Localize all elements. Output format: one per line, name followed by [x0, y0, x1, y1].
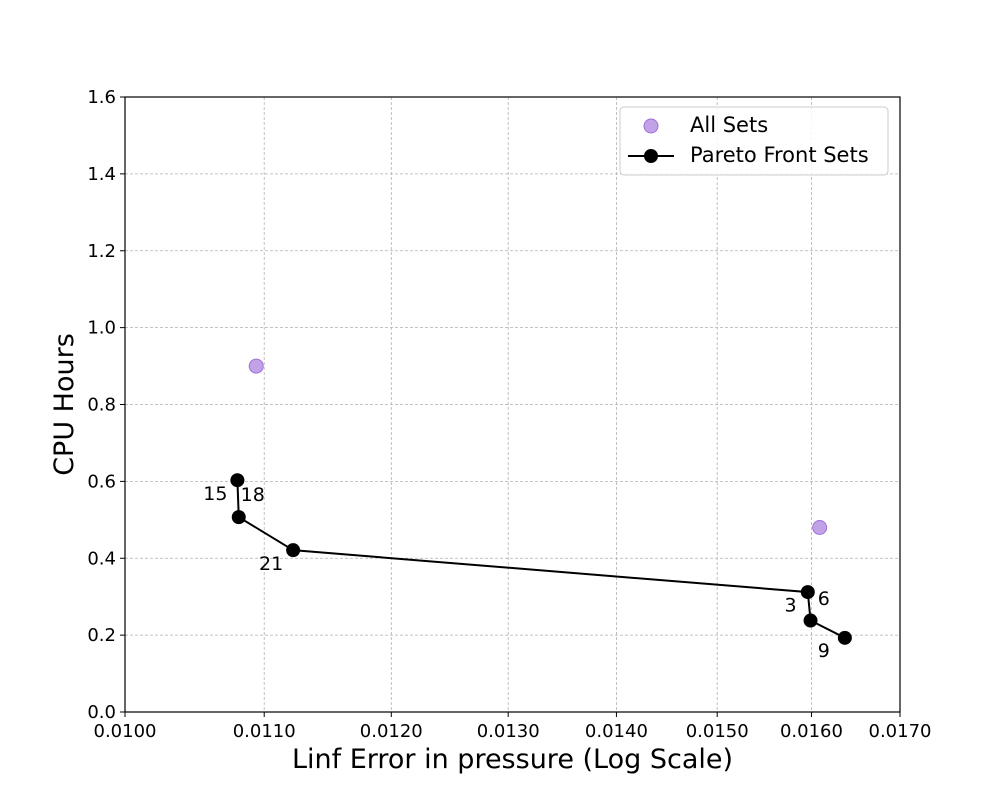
pareto-point	[231, 510, 246, 525]
pareto-point	[837, 630, 852, 645]
pareto-point-label: 6	[818, 588, 830, 610]
y-axis-title: CPU Hours	[49, 333, 80, 476]
pareto-point	[286, 543, 301, 558]
plot-data: 15 18 21 63 9	[203, 358, 852, 662]
pareto-point-label: 15	[203, 483, 227, 505]
y-tick-label: 1.6	[87, 87, 116, 108]
y-tick-label: 0.2	[87, 625, 116, 646]
legend-label-pareto: Pareto Front Sets	[690, 143, 869, 167]
y-tick-label: 1.0	[87, 318, 116, 339]
y-tick-label: 1.4	[87, 164, 116, 185]
y-tick-label: 0.6	[87, 471, 116, 492]
x-tick-label: 0.0140	[585, 721, 648, 742]
legend: All Sets Pareto Front Sets	[619, 106, 889, 176]
x-tick-label: 0.0160	[780, 721, 843, 742]
pareto-point-label: 9	[818, 640, 830, 662]
axis-ticks: 0.0100 0.0110 0.0120 0.0130 0.0140 0.0150 0.01…	[87, 87, 931, 742]
grid-lines	[124, 96, 901, 713]
pareto-point	[230, 473, 245, 488]
legend-label-all-sets: All Sets	[690, 113, 768, 137]
legend-marker-all-sets	[643, 118, 659, 134]
legend-box	[619, 106, 889, 176]
x-tick-label: 0.0130	[477, 721, 540, 742]
all-sets-point	[248, 358, 264, 374]
x-tick-label: 0.0120	[360, 721, 423, 742]
pareto-point-label: 18	[241, 484, 265, 506]
pareto-point	[803, 613, 818, 628]
y-tick-label: 0.4	[87, 548, 116, 569]
x-tick-label: 0.0100	[94, 721, 157, 742]
y-tick-label: 0.0	[87, 702, 116, 723]
x-axis-title: Linf Error in pressure (Log Scale)	[292, 744, 733, 775]
pareto-point	[800, 585, 815, 600]
legend-marker-pareto	[644, 149, 658, 163]
pareto-front-line	[236, 480, 846, 639]
y-tick-label: 1.2	[87, 241, 116, 262]
x-tick-label: 0.0110	[233, 721, 296, 742]
all-sets-point	[812, 520, 828, 535]
x-tick-label: 0.0150	[686, 721, 749, 742]
pareto-point-label: 21	[259, 553, 283, 575]
x-tick-label: 0.0170	[869, 721, 932, 742]
y-tick-label: 0.8	[87, 395, 116, 416]
pareto-point-label: 3	[784, 595, 796, 617]
